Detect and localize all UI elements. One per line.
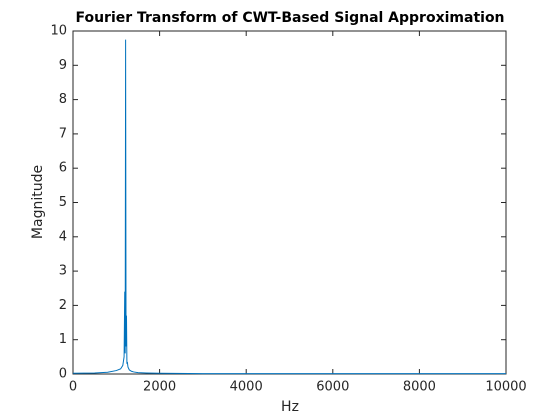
- x-tick-label: 10000: [485, 380, 526, 395]
- y-tick-label: 7: [59, 126, 67, 141]
- y-tick-label: 3: [59, 264, 67, 279]
- y-tick-label: 10: [50, 24, 67, 39]
- y-tick-label: 6: [59, 161, 67, 176]
- x-tick-label: 4000: [230, 380, 263, 395]
- x-axis-label: Hz: [281, 399, 299, 415]
- x-tick-label: 2000: [143, 380, 176, 395]
- y-axis-label: Magnitude: [30, 165, 46, 239]
- chart-title: Fourier Transform of CWT-Based Signal Ap…: [75, 10, 504, 26]
- y-tick-label: 4: [59, 229, 67, 244]
- y-tick-label: 9: [59, 58, 67, 73]
- data-line: [72, 39, 506, 375]
- y-tick-label: 5: [59, 195, 67, 210]
- x-tick-label: 0: [69, 380, 77, 395]
- x-tick-label: 8000: [403, 380, 436, 395]
- y-tick-label: 1: [59, 332, 67, 347]
- y-tick-label: 0: [59, 367, 67, 382]
- x-tick-label: 6000: [316, 380, 349, 395]
- y-tick-label: 8: [59, 92, 67, 107]
- y-tick-label: 2: [59, 298, 67, 313]
